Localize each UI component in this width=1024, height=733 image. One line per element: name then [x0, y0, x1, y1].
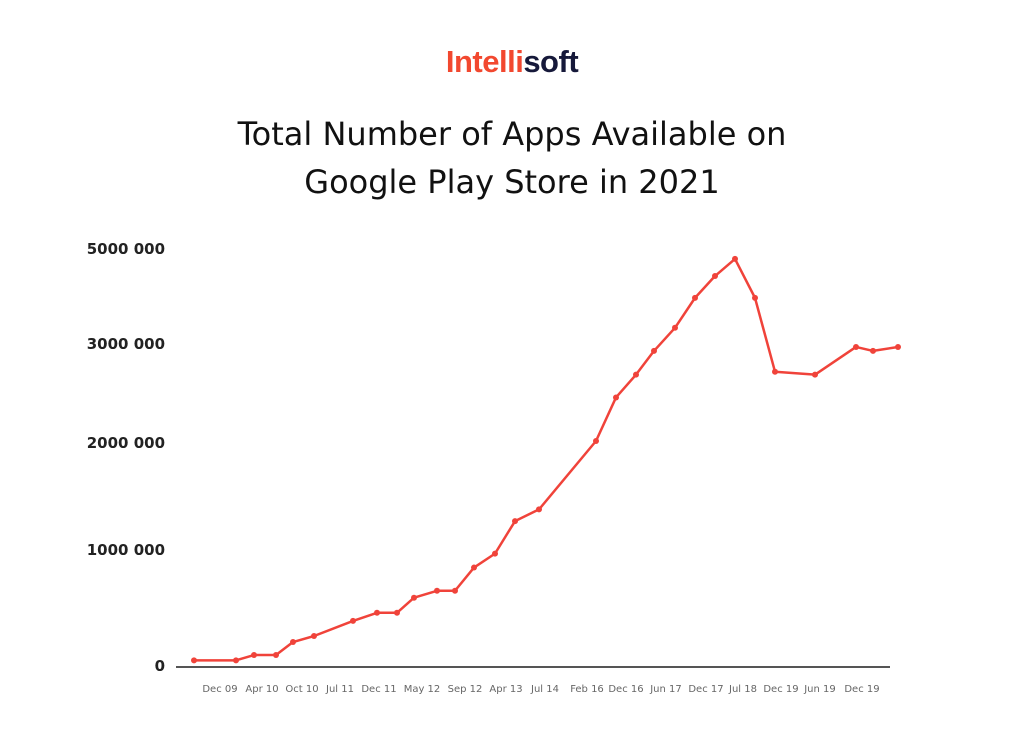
- x-tick-label: Dec 09: [202, 684, 237, 695]
- data-point: [394, 609, 400, 616]
- data-point: [471, 564, 477, 571]
- data-point: [692, 294, 698, 301]
- data-point: [311, 633, 317, 639]
- data-point: [233, 657, 239, 664]
- data-point: [712, 273, 718, 280]
- data-point: [613, 394, 619, 401]
- x-tick-label: Dec 19: [844, 684, 879, 695]
- x-tick-label: Feb 16: [570, 684, 604, 695]
- data-point: [191, 657, 197, 664]
- data-point: [772, 368, 778, 375]
- data-point: [492, 550, 498, 557]
- chart-title-line-1: Total Number of Apps Available on: [237, 115, 787, 153]
- data-point: [350, 617, 356, 624]
- data-point: [411, 594, 417, 601]
- series-line: [194, 257, 899, 662]
- y-tick-label: 3000 000: [87, 335, 165, 353]
- x-tick-label: Oct 10: [285, 684, 318, 695]
- data-point: [273, 652, 279, 659]
- data-point: [870, 347, 876, 354]
- x-tick-label: Jul 14: [530, 684, 559, 695]
- data-point: [895, 343, 901, 350]
- logo-part1: Intelli: [445, 44, 524, 79]
- y-tick-label: 1000 000: [87, 541, 165, 559]
- data-point: [633, 371, 639, 378]
- data-point: [672, 324, 678, 331]
- x-tick-label: Apr 10: [245, 684, 278, 695]
- x-tick-label: Sep 12: [448, 684, 483, 695]
- data-point: [290, 639, 296, 646]
- x-tick-label: Dec 19: [763, 684, 798, 695]
- data-point: [593, 438, 599, 445]
- data-point: [853, 343, 859, 350]
- x-tick-label: Apr 13: [489, 684, 522, 695]
- x-tick-label: May 12: [404, 684, 441, 695]
- x-tick-label: Jun 19: [803, 684, 836, 695]
- x-tick-label: Dec 17: [688, 684, 723, 695]
- x-tick-label: Jul 11: [325, 684, 354, 695]
- x-tick-label: Dec 16: [608, 684, 643, 695]
- logo-part2: soft: [523, 44, 579, 79]
- data-point: [651, 347, 657, 354]
- intellisoft-logo: Intellisoft: [0, 44, 1024, 80]
- x-tick-label: Jun 17: [649, 684, 682, 695]
- chart-title: Total Number of Apps Available on Google…: [0, 110, 1024, 206]
- data-point: [512, 518, 518, 525]
- data-point: [374, 609, 380, 616]
- data-point: [251, 652, 257, 659]
- data-point: [452, 587, 458, 594]
- data-point: [434, 587, 440, 594]
- chart-title-line-2: Google Play Store in 2021: [304, 163, 720, 201]
- data-point: [536, 506, 542, 513]
- x-tick-label: Dec 11: [361, 684, 396, 695]
- data-point: [812, 371, 818, 378]
- data-point: [752, 294, 758, 301]
- data-point: [732, 255, 738, 262]
- x-tick-label: Jul 18: [728, 684, 757, 695]
- y-tick-label: 0: [155, 657, 165, 675]
- y-tick-label: 2000 000: [87, 434, 165, 452]
- y-tick-label: 5000 000: [87, 240, 165, 258]
